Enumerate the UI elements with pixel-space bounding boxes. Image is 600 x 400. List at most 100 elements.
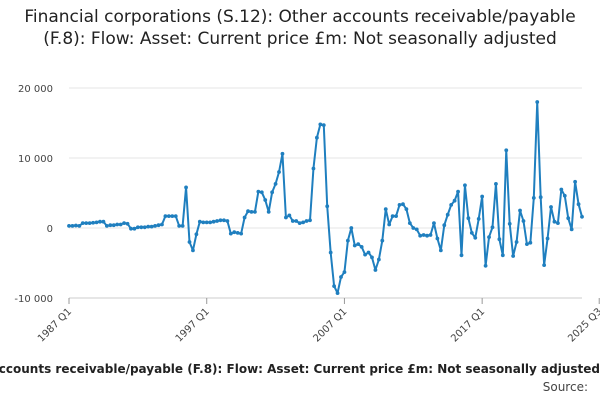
data-point — [177, 224, 182, 228]
data-point — [476, 217, 481, 221]
data-point — [232, 230, 237, 235]
data-point — [559, 187, 564, 192]
data-point — [91, 220, 96, 225]
x-tick-label: 2017 Q1 — [449, 306, 487, 344]
data-point — [397, 203, 402, 207]
data-point — [552, 219, 557, 224]
data-point — [549, 205, 553, 209]
data-point — [139, 225, 144, 230]
data-point — [569, 227, 574, 232]
data-point — [301, 220, 306, 225]
data-point — [325, 204, 330, 209]
data-point — [452, 198, 457, 203]
y-tick-label: -10 000 — [14, 294, 53, 305]
data-point — [191, 248, 195, 253]
x-axis-label: Financial corporations (S.12): Other acc… — [0, 362, 600, 376]
data-point — [342, 270, 347, 274]
data-point — [414, 227, 419, 232]
data-point — [518, 208, 522, 213]
data-point — [555, 221, 560, 226]
data-point — [469, 231, 474, 235]
data-point — [494, 182, 498, 186]
data-point — [135, 225, 140, 230]
data-point — [449, 203, 454, 207]
data-point — [163, 214, 168, 219]
data-point — [287, 213, 292, 218]
data-point — [542, 263, 547, 267]
data-point — [387, 222, 392, 227]
data-point — [432, 221, 436, 226]
data-point — [153, 224, 157, 228]
data-point — [435, 236, 440, 241]
data-point — [115, 222, 120, 227]
data-point — [566, 216, 571, 221]
data-point — [149, 224, 154, 229]
data-point — [497, 237, 502, 242]
data-point — [480, 194, 485, 199]
data-point — [170, 214, 175, 219]
data-point — [277, 170, 281, 174]
data-point — [332, 284, 337, 288]
data-point — [94, 220, 99, 225]
data-point — [304, 219, 309, 223]
data-point — [263, 198, 268, 202]
data-point — [545, 236, 550, 241]
data-point — [101, 219, 106, 224]
y-tick-label: 20 000 — [18, 84, 53, 95]
x-axis-label-text: Financial corporations (S.12): Other acc… — [0, 362, 600, 376]
data-point — [173, 214, 178, 219]
data-point — [156, 223, 161, 228]
data-point — [321, 123, 326, 127]
y-tick-label: 10 000 — [18, 154, 53, 165]
data-point — [356, 242, 361, 247]
data-point — [380, 238, 385, 243]
data-point — [538, 195, 543, 200]
data-point — [500, 253, 505, 258]
data-point — [104, 224, 109, 228]
data-point — [84, 221, 89, 226]
data-point — [466, 216, 471, 221]
data-point — [421, 233, 426, 237]
data-point — [259, 190, 264, 195]
data-point — [222, 218, 226, 223]
x-tick-label: 1987 Q1 — [36, 306, 74, 344]
data-point — [311, 166, 316, 171]
y-tick-label: 0 — [47, 224, 53, 235]
data-point — [242, 215, 247, 220]
data-point — [270, 190, 275, 195]
data-point — [80, 221, 85, 226]
data-point — [473, 235, 478, 240]
x-tick-label: 2007 Q1 — [311, 306, 349, 344]
data-point — [456, 189, 460, 194]
data-point — [187, 240, 192, 244]
data-point — [256, 189, 261, 194]
series-line — [69, 101, 583, 295]
data-point — [345, 238, 350, 243]
data-point — [108, 223, 113, 228]
data-point — [376, 257, 381, 262]
data-point — [525, 242, 529, 247]
data-point — [228, 231, 233, 236]
data-point — [197, 219, 202, 224]
data-point — [73, 223, 78, 228]
data-point — [349, 226, 354, 230]
data-point — [184, 185, 188, 190]
data-point — [180, 224, 185, 228]
data-point — [125, 221, 130, 226]
data-point — [438, 248, 443, 253]
data-point — [373, 268, 378, 272]
data-point — [70, 224, 75, 228]
data-point — [253, 210, 257, 214]
data-point — [235, 231, 240, 235]
data-point — [425, 233, 429, 238]
data-point — [407, 221, 412, 226]
data-point — [411, 226, 416, 230]
data-point — [394, 214, 398, 219]
data-point — [428, 233, 433, 237]
data-point — [294, 219, 299, 223]
data-point — [562, 193, 567, 198]
data-point — [146, 224, 151, 229]
data-point — [383, 207, 388, 212]
data-point — [507, 221, 512, 226]
data-point — [511, 254, 516, 258]
